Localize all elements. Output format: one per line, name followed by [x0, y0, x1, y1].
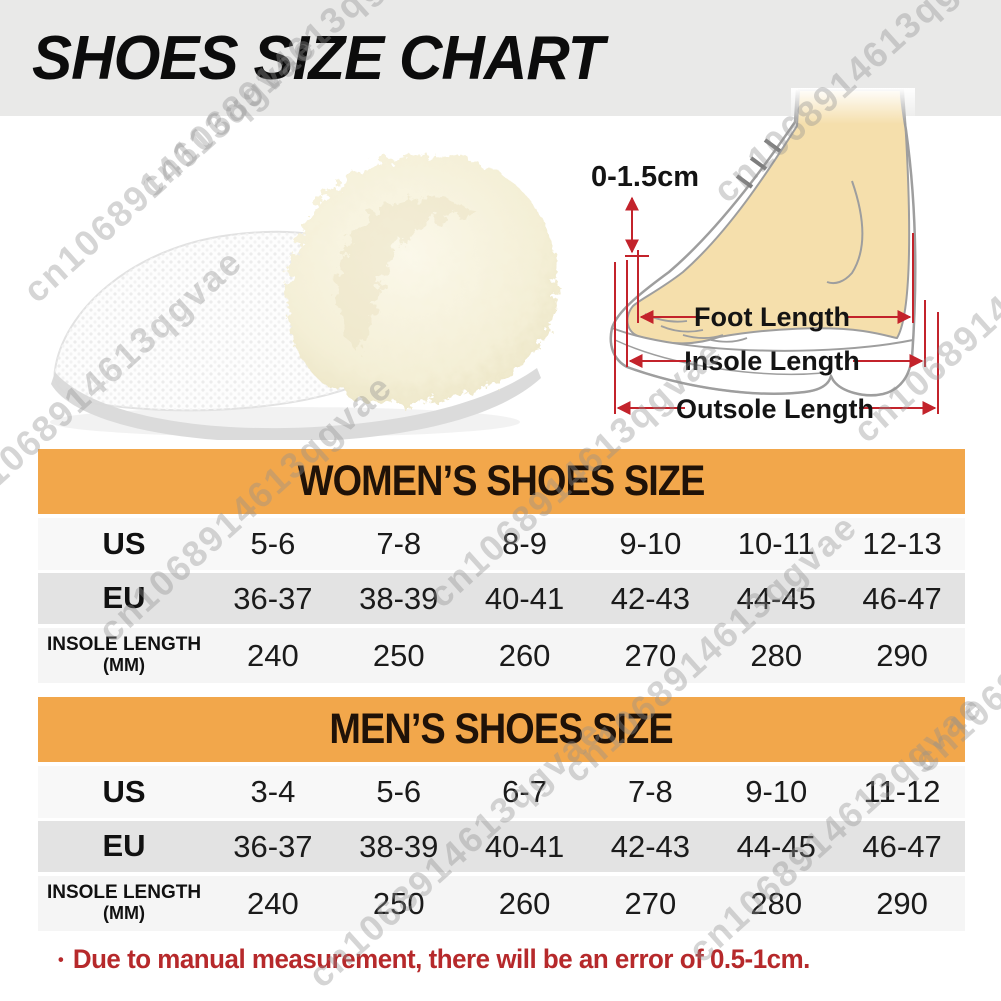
- table-row: US 3-4 5-6 6-7 7-8 9-10 11-12: [38, 766, 965, 818]
- toe-creases: [644, 313, 748, 343]
- row-label: EU: [102, 580, 146, 616]
- size-value: 40-41: [484, 580, 565, 616]
- measurement-lines: [614, 196, 939, 415]
- note-bullet: •: [58, 949, 64, 969]
- size-value: 270: [624, 885, 677, 921]
- size-value: 38-39: [359, 828, 439, 864]
- size-value: 250: [372, 637, 425, 673]
- size-value: 270: [624, 637, 677, 673]
- womens-size-table: WOMEN’S SHOES SIZE US 5-6 7-8 8-9 9-10 1…: [38, 449, 965, 683]
- size-value: 260: [498, 637, 551, 673]
- foot-measure-diagram: 0-1.5cm Foot Length Insole Length Outsol…: [591, 88, 939, 424]
- outsole-length-label: Outsole Length: [676, 394, 874, 424]
- size-value: 280: [750, 885, 803, 921]
- size-value: 36-37: [233, 580, 313, 616]
- table-row: INSOLE LENGTH (MM) 240 250 260 270 280 29…: [38, 876, 965, 931]
- foot-in-shoe-illustration: [609, 88, 917, 397]
- ankle-line: [826, 180, 864, 285]
- table-row: EU 36-37 38-39 40-41 42-43 44-45 46-47: [38, 821, 965, 872]
- size-value: 260: [498, 885, 551, 921]
- slipper-sole: [51, 368, 541, 440]
- size-value: 9-10: [745, 774, 808, 809]
- foot-length-label: Foot Length: [694, 302, 850, 332]
- leg-fade: [791, 88, 915, 124]
- insole-length-label: Insole Length: [684, 346, 860, 376]
- shoe-outline: [609, 89, 917, 397]
- row-label: EU: [102, 828, 146, 864]
- row-label: US: [102, 525, 146, 561]
- size-value: 7-8: [376, 526, 422, 561]
- table-row: INSOLE LENGTH (MM) 240 250 260 270 280 29…: [38, 628, 965, 683]
- size-value: 40-41: [484, 828, 565, 864]
- note-text: Due to manual measurement, there will be…: [72, 944, 811, 974]
- size-value: 7-8: [627, 774, 673, 809]
- size-value: 42-43: [610, 580, 691, 616]
- size-value: 46-47: [862, 828, 942, 864]
- slipper-photo: [50, 154, 558, 440]
- mens-table-title: MEN’S SHOES SIZE: [329, 705, 674, 753]
- size-value: 5-6: [376, 774, 422, 809]
- size-value: 10-11: [737, 526, 815, 561]
- lace-ticks: [735, 138, 782, 189]
- slipper-illustration: [50, 154, 558, 440]
- size-value: 290: [876, 637, 928, 673]
- womens-table-header: WOMEN’S SHOES SIZE: [38, 449, 965, 514]
- toe-gap-label: 0-1.5cm: [591, 161, 699, 193]
- title-band: SHOES SIZE CHART: [0, 0, 1001, 116]
- row-label: US: [102, 773, 146, 809]
- page-title: SHOES SIZE CHART: [32, 23, 604, 93]
- row-label: INSOLE LENGTH (MM): [46, 634, 202, 676]
- slipper-fur-collar: [286, 154, 558, 403]
- row-label: INSOLE LENGTH (MM): [46, 882, 202, 924]
- size-value: 44-45: [736, 580, 816, 616]
- measurement-note: • Due to manual measurement, there will …: [58, 944, 810, 975]
- size-value: 36-37: [233, 828, 313, 864]
- table-row: US 5-6 7-8 8-9 9-10 10-11 12-13: [38, 518, 965, 570]
- midsole-line: [614, 339, 824, 375]
- size-value: 44-45: [736, 828, 816, 864]
- size-value: 12-13: [862, 526, 942, 561]
- size-value: 42-43: [610, 828, 691, 864]
- womens-table-title: WOMEN’S SHOES SIZE: [298, 457, 706, 505]
- size-value: 8-9: [502, 526, 547, 561]
- size-value: 290: [876, 885, 928, 921]
- size-value: 240: [247, 885, 299, 921]
- size-value: 3-4: [250, 774, 296, 809]
- size-value: 9-10: [619, 526, 682, 561]
- mens-table-header: MEN’S SHOES SIZE: [38, 697, 965, 762]
- size-value: 38-39: [359, 580, 439, 616]
- size-value: 280: [750, 637, 803, 673]
- size-value: 5-6: [250, 526, 296, 561]
- size-value: 46-47: [862, 580, 942, 616]
- size-value: 6-7: [502, 774, 547, 809]
- size-value: 240: [247, 637, 299, 673]
- mens-size-table: MEN’S SHOES SIZE US 3-4 5-6 6-7 7-8 9-10…: [38, 697, 965, 931]
- size-value: 250: [372, 885, 425, 921]
- table-row: EU 36-37 38-39 40-41 42-43 44-45 46-47: [38, 573, 965, 624]
- size-value: 11-12: [863, 774, 941, 809]
